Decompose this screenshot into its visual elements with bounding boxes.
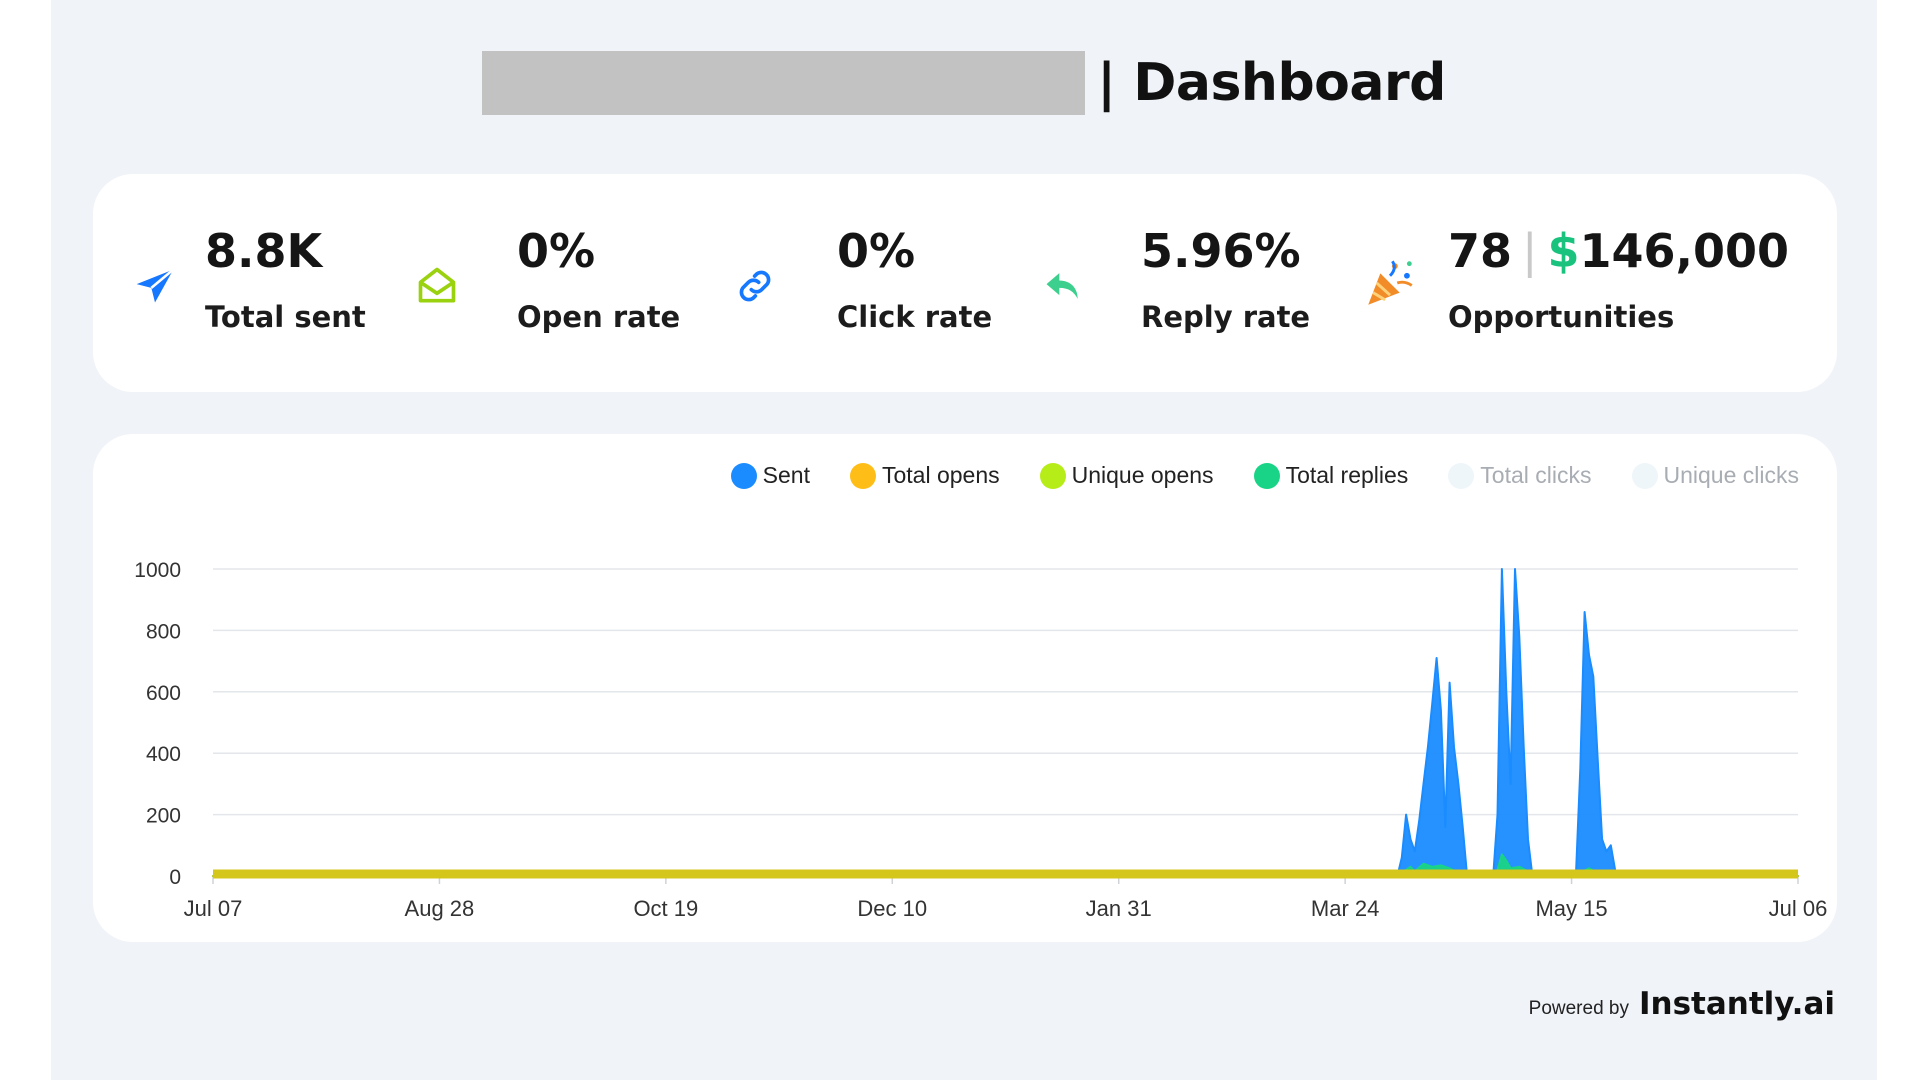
open-rate-label: Open rate <box>517 300 681 334</box>
brand-logo[interactable]: Instantly.ai <box>1639 986 1835 1022</box>
legend-label: Total replies <box>1285 462 1409 488</box>
stat-click-rate: 0% Click rate <box>713 174 1023 392</box>
x-tick-label: Jan 31 <box>1086 896 1152 921</box>
paper-plane-icon <box>133 264 181 312</box>
open-envelope-icon <box>415 264 463 312</box>
y-tick-label: 400 <box>146 743 181 766</box>
stat-opportunities: 78 | $146,000 Opportunities <box>1343 174 1837 392</box>
legend-dot <box>1253 462 1280 489</box>
legend-dot <box>1631 462 1658 489</box>
x-tick-label: Aug 28 <box>405 896 475 921</box>
opportunities-value: 78 | $146,000 <box>1448 224 1789 278</box>
powered-by-text: Powered by <box>1528 998 1629 1019</box>
x-tick-label: Jul 06 <box>1769 896 1828 921</box>
reply-rate-value: 5.96% <box>1141 224 1301 278</box>
x-tick-label: May 15 <box>1535 896 1607 921</box>
legend-label: Sent <box>762 462 810 488</box>
y-tick-label: 800 <box>146 620 181 643</box>
legend-label: Total clicks <box>1480 462 1592 488</box>
stat-reply-rate: 5.96% Reply rate <box>1023 174 1343 392</box>
legend-dot <box>849 462 876 489</box>
legend-label: Unique clicks <box>1663 462 1800 488</box>
x-tick-label: Jul 07 <box>184 896 243 921</box>
party-popper-icon <box>1361 254 1419 312</box>
page-title: | Dashboard <box>1097 53 1446 113</box>
dashboard-page: | Dashboard 8.8K Total sent 0% Open <box>51 0 1877 1080</box>
click-rate-value: 0% <box>837 224 916 278</box>
activity-chart: 0 200 400 600 800 1000 Jul 07 Aug 28 Oct 19 Dec 1… <box>134 559 1828 921</box>
legend-item-unique-opens[interactable]: Unique opens <box>1039 462 1214 489</box>
legend-item-total-clicks[interactable]: Total clicks <box>1448 462 1592 489</box>
opportunities-count: 78 <box>1448 224 1513 278</box>
legend-dot <box>730 462 757 489</box>
total-sent-label: Total sent <box>205 300 366 334</box>
y-tick-label: 0 <box>169 866 181 889</box>
legend-item-unique-clicks[interactable]: Unique clicks <box>1631 462 1800 489</box>
series-sent-area <box>212 568 1799 877</box>
reply-rate-label: Reply rate <box>1141 300 1311 334</box>
link-icon <box>733 264 781 312</box>
opportunities-amount: 146,000 <box>1579 224 1790 278</box>
chart-card: 0 200 400 600 800 1000 Jul 07 Aug 28 Oct 19 Dec 1… <box>93 434 1837 942</box>
open-rate-value: 0% <box>517 224 596 278</box>
legend-dot <box>1448 462 1475 489</box>
legend-label: Total opens <box>881 462 1000 488</box>
y-tick-label: 1000 <box>134 559 181 582</box>
stat-open-rate: 0% Open rate <box>393 174 713 392</box>
legend-item-sent[interactable]: Sent <box>730 462 810 489</box>
reply-arrow-icon <box>1041 264 1089 312</box>
x-tick-label: Mar 24 <box>1311 896 1379 921</box>
page-header: | Dashboard <box>51 50 1877 116</box>
total-sent-value: 8.8K <box>205 224 323 278</box>
stats-card: 8.8K Total sent 0% Open rate 0% <box>93 174 1837 392</box>
legend-dot <box>1039 462 1066 489</box>
x-tick-label: Dec 10 <box>857 896 927 921</box>
legend-item-total-opens[interactable]: Total opens <box>849 462 1000 489</box>
value-separator: | <box>1522 224 1538 278</box>
chart-legend: Sent Total opens Unique opens Total repl… <box>691 462 1799 489</box>
y-tick-label: 600 <box>146 682 181 705</box>
opportunities-label: Opportunities <box>1448 300 1675 334</box>
stat-total-sent: 8.8K Total sent <box>93 174 393 392</box>
currency-sign: $ <box>1547 224 1580 278</box>
redacted-campaign-name <box>482 51 1086 115</box>
click-rate-label: Click rate <box>837 300 993 334</box>
x-tick-label: Oct 19 <box>633 896 698 921</box>
legend-label: Unique opens <box>1071 462 1214 488</box>
y-tick-label: 200 <box>146 805 181 828</box>
legend-item-total-replies[interactable]: Total replies <box>1253 462 1409 489</box>
footer: Powered by Instantly.ai <box>1529 986 1835 1022</box>
